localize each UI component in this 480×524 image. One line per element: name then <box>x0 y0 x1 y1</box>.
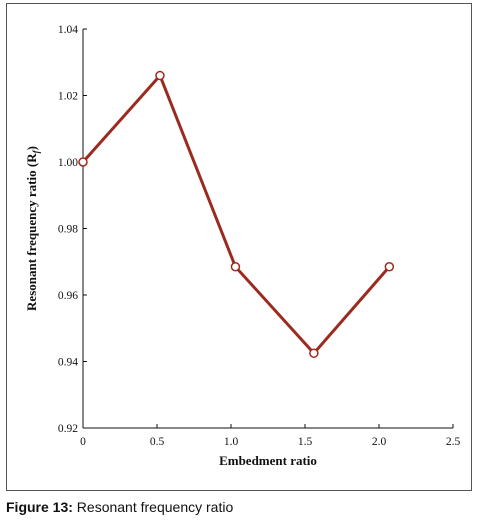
figure-caption: Figure 13: Resonant frequency ratio <box>6 499 233 515</box>
caption-label: Figure 13: <box>6 499 73 515</box>
data-point <box>155 70 165 81</box>
y-tick-label: 0.96 <box>58 290 78 302</box>
x-tick-label: 1.0 <box>224 436 239 448</box>
x-tick-label: 2.0 <box>372 436 387 448</box>
data-point <box>309 348 319 358</box>
y-tick-label: 0.92 <box>58 423 78 435</box>
series-line <box>81 72 391 356</box>
x-tick-label: 0 <box>80 436 86 448</box>
y-axis-title-end: ) <box>24 146 39 150</box>
data-point <box>230 261 241 272</box>
ticks: 0.92 0.94 0.96 0.98 1.00 1.02 1.04 0 0.5 1.0 1.5 2.… <box>58 24 461 448</box>
x-tick-label: 1.5 <box>298 436 313 448</box>
y-tick-label: 1.00 <box>58 157 78 169</box>
axes <box>82 29 453 429</box>
y-tick-label: 0.94 <box>58 357 78 369</box>
y-tick-label: 1.04 <box>58 24 78 36</box>
y-tick-label: 0.98 <box>58 224 78 236</box>
series <box>78 70 395 358</box>
y-tick-label: 1.02 <box>58 91 78 103</box>
data-point <box>78 157 88 167</box>
x-axis-title: Embedment ratio <box>219 453 317 468</box>
data-point <box>384 261 395 272</box>
figure-frame <box>6 3 472 491</box>
y-axis-title-subscript: f <box>31 149 41 153</box>
caption-text: Resonant frequency ratio <box>76 499 234 515</box>
x-tick-label: 2.5 <box>446 436 461 448</box>
chart: 0.92 0.94 0.96 0.98 1.00 1.02 1.04 0 0.5 1.0 1.5 2.… <box>24 24 461 468</box>
y-axis-title: Resonant frequency ratio (Rf) <box>24 146 41 311</box>
y-axis-title-main: Resonant frequency ratio (R <box>24 153 39 311</box>
x-tick-label: 0.5 <box>150 436 165 448</box>
